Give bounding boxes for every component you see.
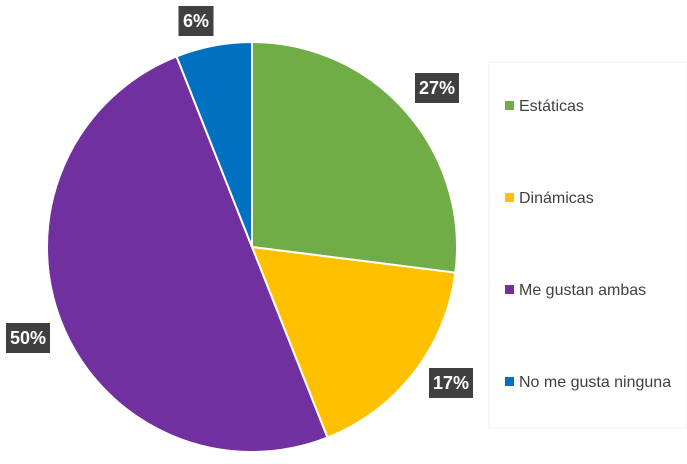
data-label-text: 27% [419, 78, 455, 98]
pie-slices [46, 40, 458, 453]
data-label-box [415, 73, 459, 103]
legend-item-estaticas: Estáticas [505, 98, 584, 115]
legend-box [488, 61, 687, 429]
data-label-box [6, 323, 50, 353]
data-label-box [429, 368, 473, 398]
legend: Estáticas Dinámicas Me gustan ambas No me g… [505, 98, 671, 391]
legend-swatch [505, 193, 514, 202]
legend-swatch [505, 285, 514, 294]
data-label-no-me-gusta-ninguna: 6% [178, 6, 214, 36]
data-label-text: 17% [433, 373, 469, 393]
data-label-box [178, 6, 214, 36]
data-label-text: 6% [183, 11, 209, 31]
pie-slice-me-gustan-ambas [46, 55, 329, 453]
data-label-dinamicas: 17% [429, 368, 473, 398]
data-label-estaticas: 27% [415, 73, 459, 103]
legend-label: Estáticas [519, 98, 584, 115]
data-labels: 27% 17% 50% 6% [6, 6, 473, 398]
legend-label: Dinámicas [519, 190, 594, 207]
legend-label: Me gustan ambas [519, 282, 646, 299]
legend-swatch [505, 377, 514, 386]
legend-label: No me gusta ninguna [519, 374, 671, 391]
legend-swatch [505, 101, 514, 110]
legend-item-dinamicas: Dinámicas [505, 190, 594, 207]
legend-item-me-gustan-ambas: Me gustan ambas [505, 282, 646, 299]
pie-slice-dinamicas [250, 245, 457, 439]
legend-item-no-me-gusta-ninguna: No me gusta ninguna [505, 374, 671, 391]
pie-slice-no-me-gusta-ninguna [175, 40, 253, 248]
pie-slice-estaticas [251, 40, 458, 274]
data-label-me-gustan-ambas: 50% [6, 323, 50, 353]
data-label-text: 50% [10, 328, 46, 348]
